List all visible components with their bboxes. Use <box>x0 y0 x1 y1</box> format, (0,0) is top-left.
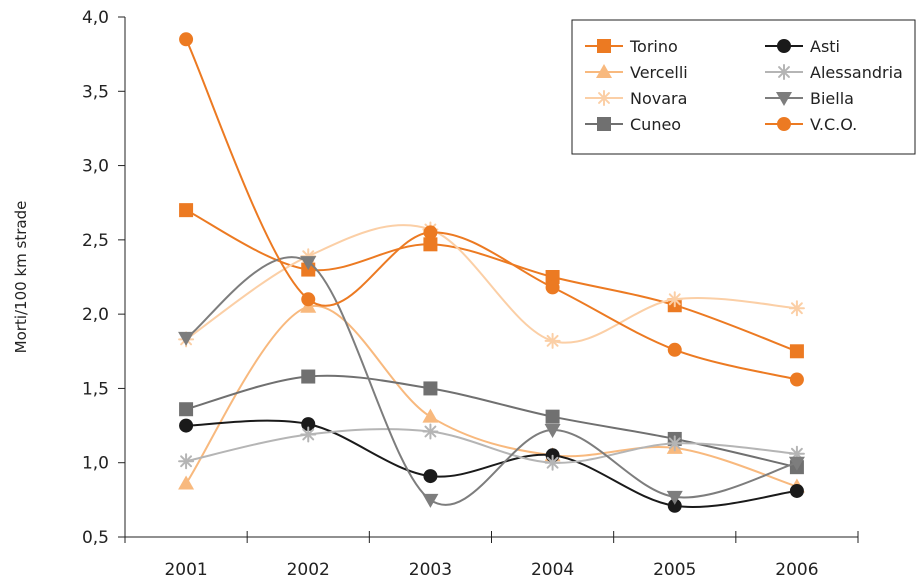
legend-label: Alessandria <box>810 63 903 82</box>
legend-item-biella: Biella <box>765 89 854 108</box>
data-point-alessandria <box>544 454 561 471</box>
series-line-vercelli <box>185 304 798 488</box>
series-line-novara <box>185 224 797 344</box>
legend-item-vercelli: Vercelli <box>585 63 688 82</box>
y-tick-label: 4,0 <box>82 8 109 28</box>
legend-marker <box>777 39 791 53</box>
data-point-v-c-o <box>667 342 682 357</box>
y-tick-label: 2,5 <box>82 231 109 251</box>
legend-item-v-c-o: V.C.O. <box>765 115 857 134</box>
data-point-v-c-o <box>545 280 560 295</box>
x-tick-label: 2004 <box>531 560 574 580</box>
data-point-v-c-o <box>301 292 316 307</box>
series-line-torino <box>185 209 798 353</box>
data-point-torino <box>423 237 438 252</box>
data-point-biella <box>300 256 317 271</box>
data-point-cuneo <box>301 369 316 384</box>
legend-label: Biella <box>810 89 854 108</box>
x-tick-label: 2001 <box>164 560 207 580</box>
data-point-vercelli <box>422 408 439 423</box>
data-point-v-c-o <box>789 372 804 387</box>
series-line-alessandria <box>185 428 797 464</box>
data-point-torino <box>789 344 804 359</box>
data-point-alessandria <box>300 426 317 443</box>
data-point-asti <box>179 418 194 433</box>
series-novara <box>178 221 805 349</box>
series-layer <box>178 32 805 513</box>
series-vercelli <box>178 298 805 493</box>
data-point-alessandria <box>178 453 195 470</box>
data-point-cuneo <box>545 409 560 424</box>
legend-label: Cuneo <box>630 115 681 134</box>
data-point-asti <box>667 498 682 513</box>
y-axis-title: Morti/100 km strade <box>12 201 30 354</box>
data-point-novara <box>666 291 683 308</box>
y-tick-label: 1,5 <box>82 379 109 399</box>
data-point-vercelli <box>178 475 195 490</box>
data-point-asti <box>789 483 804 498</box>
x-tick-label: 2003 <box>409 560 452 580</box>
x-tick-label: 2005 <box>653 560 696 580</box>
legend-item-cuneo: Cuneo <box>585 115 681 134</box>
data-point-asti <box>301 417 316 432</box>
chart-axes: 4,0 3,5 3,0 2,5 2,0 1,5 1,0 0,5 2001 2002 2003 2004… <box>82 8 859 580</box>
x-tick-label: 2002 <box>287 560 330 580</box>
data-point-biella <box>788 456 805 471</box>
series-v-c-o <box>179 32 804 387</box>
legend-item-novara: Novara <box>585 89 687 108</box>
data-point-torino <box>545 270 560 284</box>
data-point-torino <box>179 203 194 218</box>
data-point-v-c-o <box>179 32 194 47</box>
series-biella <box>178 256 805 508</box>
legend-item-asti: Asti <box>765 37 840 56</box>
data-point-cuneo <box>423 381 438 396</box>
data-point-cuneo <box>179 402 194 417</box>
series-torino <box>179 203 804 359</box>
series-cuneo <box>179 369 804 475</box>
y-tick-label: 3,0 <box>82 157 109 177</box>
legend-item-torino: Torino <box>585 37 678 56</box>
legend-marker <box>597 117 611 131</box>
data-point-biella <box>666 490 683 505</box>
x-tick-label: 2006 <box>775 560 818 580</box>
y-tick-label: 3,5 <box>82 82 109 102</box>
series-line-cuneo <box>185 374 798 469</box>
legend-marker <box>776 92 792 106</box>
legend-label: Asti <box>810 37 840 56</box>
data-point-biella <box>422 493 439 508</box>
y-tick-label: 1,0 <box>82 454 109 474</box>
legend-label: Torino <box>629 37 678 56</box>
data-point-v-c-o <box>423 225 438 240</box>
data-point-novara <box>788 300 805 317</box>
y-tick-label: 0,5 <box>82 528 109 548</box>
data-point-alessandria <box>666 435 683 452</box>
legend-label: V.C.O. <box>810 115 857 134</box>
data-point-asti <box>423 469 438 484</box>
data-point-biella <box>544 424 561 439</box>
legend-marker <box>776 64 792 80</box>
legend-marker <box>596 90 612 106</box>
legend: Torino Vercelli Novara Cuneo Asti Alessandria… <box>571 19 916 155</box>
legend-label: Vercelli <box>630 63 688 82</box>
data-point-novara <box>544 332 561 349</box>
legend-marker <box>597 39 611 53</box>
y-tick-label: 2,0 <box>82 305 109 325</box>
series-line-asti <box>186 419 798 508</box>
series-asti <box>179 417 804 513</box>
legend-item-alessandria: Alessandria <box>765 63 903 82</box>
data-point-biella <box>178 331 195 346</box>
legend-box <box>571 19 916 155</box>
data-point-alessandria <box>422 423 439 440</box>
legend-marker <box>777 117 791 131</box>
legend-label: Novara <box>630 89 687 108</box>
legend-marker <box>596 64 612 78</box>
